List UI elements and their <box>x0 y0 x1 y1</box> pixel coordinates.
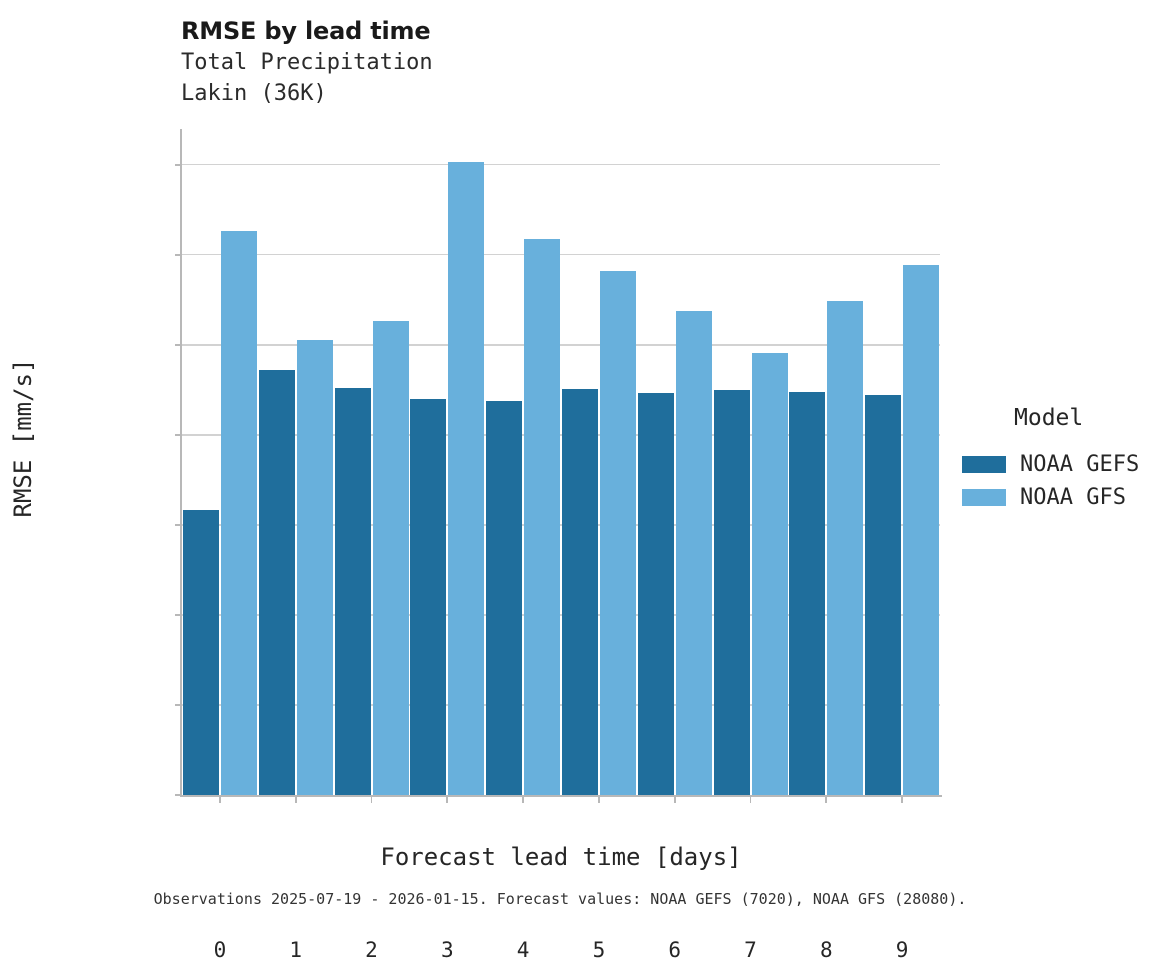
x-tick-mark <box>294 797 297 803</box>
bar <box>751 353 788 795</box>
x-tick-label: 4 <box>516 938 530 962</box>
gridline <box>182 433 940 436</box>
bar <box>486 400 523 795</box>
x-tick-label: 8 <box>819 938 833 962</box>
y-tick-mark <box>175 343 182 346</box>
bar <box>637 393 674 795</box>
x-tick-mark <box>749 797 752 803</box>
y-axis-spine <box>180 129 183 795</box>
y-tick-mark <box>175 523 182 526</box>
chart-subtitle-location: Lakin (36K) <box>181 81 327 106</box>
title-block: RMSE by lead time Total Precipitation La… <box>181 16 881 109</box>
gridline <box>182 163 940 166</box>
bar <box>448 161 485 795</box>
plot-area: 0.000000.000020.000040.000060.000080.000… <box>175 129 942 961</box>
y-axis-title: RMSE [mm/s] <box>9 358 37 518</box>
x-tick-label: 6 <box>668 938 682 962</box>
chart-canvas: 0.000000.000020.000040.000060.000080.000… <box>9 129 1139 961</box>
bar <box>258 370 295 795</box>
x-tick-label: 9 <box>895 938 909 962</box>
bar <box>372 320 409 795</box>
legend-swatch <box>962 456 1006 473</box>
bar <box>789 392 826 795</box>
bar <box>599 271 636 795</box>
x-tick-mark <box>673 797 676 803</box>
chart-subtitle-variable: Total Precipitation <box>181 50 433 75</box>
footnote: Observations 2025-07-19 - 2026-01-15. Fo… <box>153 890 967 908</box>
x-tick-label: 0 <box>213 938 227 962</box>
legend-label: NOAA GEFS <box>1020 451 1140 477</box>
legend-title: Model <box>1014 405 1084 431</box>
bar <box>524 239 561 795</box>
bar <box>675 310 712 795</box>
x-tick-label: 7 <box>744 938 757 962</box>
legend-item[interactable]: NOAA GFS <box>962 481 1139 514</box>
x-tick-mark <box>598 797 600 803</box>
legend-swatch <box>962 489 1006 506</box>
y-tick-mark <box>175 704 182 706</box>
gridline <box>182 343 940 346</box>
bar <box>865 395 902 795</box>
x-tick-mark <box>825 797 828 803</box>
x-tick-label: 2 <box>365 938 378 962</box>
page-title: RMSE by lead time <box>181 17 431 45</box>
x-axis-spine <box>180 795 942 798</box>
y-tick-mark <box>175 253 182 256</box>
bar <box>334 388 371 795</box>
y-tick-mark <box>175 163 182 166</box>
bar <box>182 510 219 795</box>
x-tick-label: 3 <box>440 938 454 962</box>
legend-entries: NOAA GEFS NOAA GFS <box>962 448 1139 514</box>
legend-item[interactable]: NOAA GEFS <box>962 448 1139 481</box>
gridline <box>182 253 940 256</box>
x-tick-mark <box>522 797 524 803</box>
x-axis-title: Forecast lead time [days] <box>380 843 742 871</box>
y-tick-mark <box>175 613 182 616</box>
bar <box>561 389 598 795</box>
legend: Model NOAA GEFS NOAA GFS <box>962 407 1139 514</box>
x-tick-label: 1 <box>289 938 303 962</box>
x-tick-label: 5 <box>592 938 606 962</box>
x-tick-mark <box>446 797 449 803</box>
y-tick-mark <box>175 794 182 796</box>
bar <box>220 230 257 795</box>
bar <box>296 340 333 795</box>
bar <box>410 398 447 795</box>
bar <box>827 301 864 795</box>
gridline <box>182 524 940 526</box>
x-tick-mark <box>219 797 221 803</box>
y-tick-mark <box>175 433 182 436</box>
bar <box>713 389 750 795</box>
x-tick-mark <box>370 797 373 803</box>
gridline <box>182 704 940 706</box>
gridline <box>182 614 940 616</box>
x-tick-mark <box>901 797 903 803</box>
bar <box>903 264 940 795</box>
legend-label: NOAA GFS <box>1020 484 1126 510</box>
